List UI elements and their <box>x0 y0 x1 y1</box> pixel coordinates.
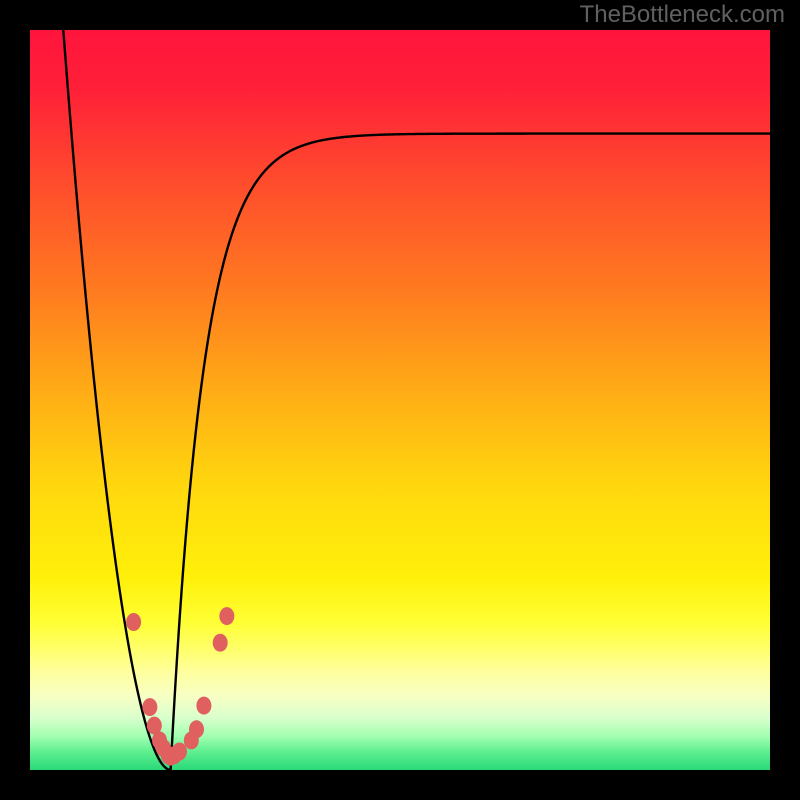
data-dot <box>126 613 141 631</box>
data-dot <box>213 634 228 652</box>
data-dot <box>196 697 211 715</box>
plot-background <box>30 30 770 770</box>
bottleneck-chart: TheBottleneck.com <box>0 0 800 800</box>
watermark-text: TheBottleneck.com <box>580 1 785 28</box>
data-dot <box>189 720 204 738</box>
data-dot <box>219 607 234 625</box>
chart-svg: TheBottleneck.com <box>0 0 800 800</box>
data-dot <box>142 698 157 716</box>
data-dot <box>172 743 187 761</box>
